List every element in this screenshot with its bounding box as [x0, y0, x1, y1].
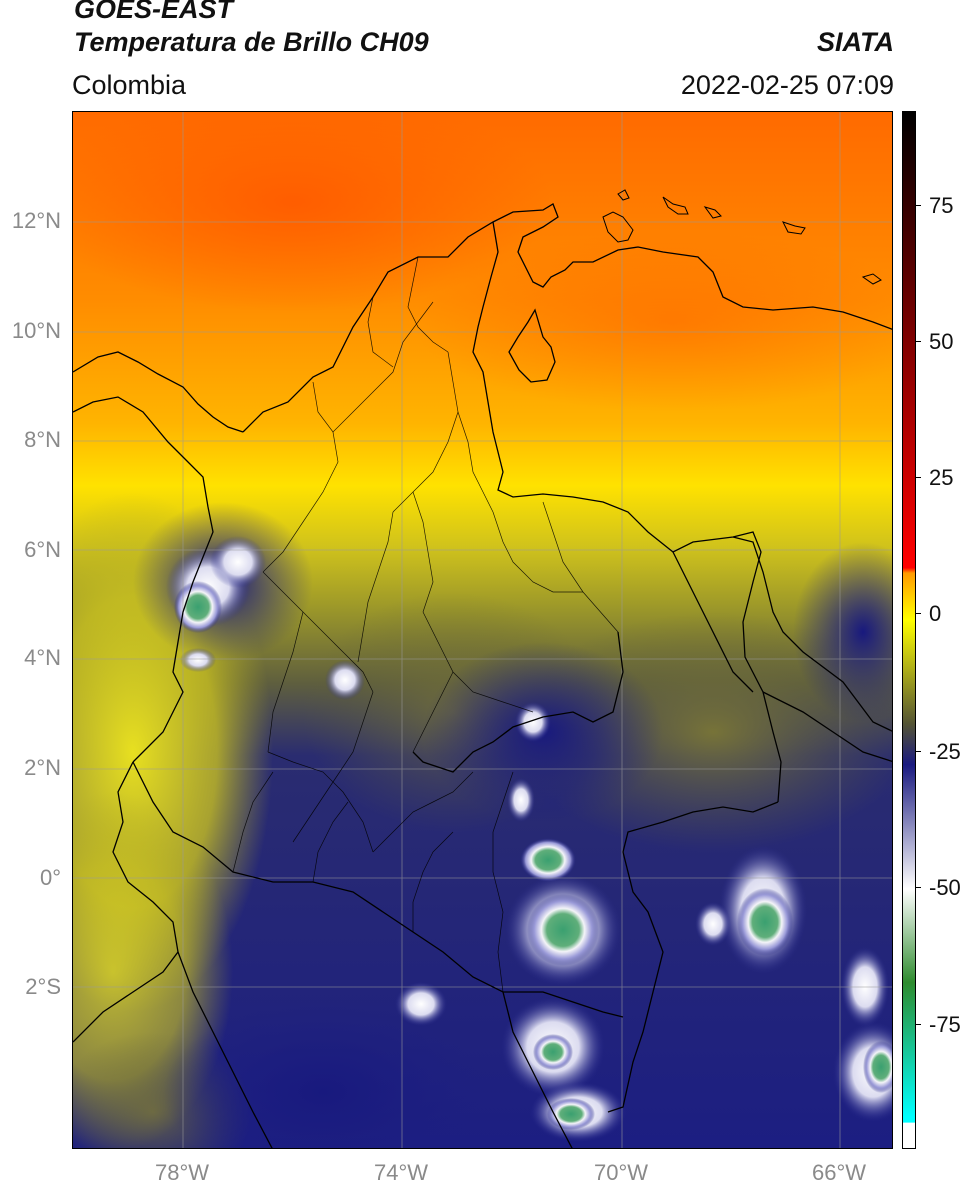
lon-tick: 66°W: [811, 1160, 867, 1185]
lat-tick: 10°N: [11, 318, 61, 343]
satellite-map[interactable]: [72, 111, 893, 1149]
lat-tick: 2°N: [24, 755, 61, 780]
product-title: Temperatura de Brillo CH09: [74, 27, 429, 57]
colorbar-tick-label: 0: [929, 601, 942, 626]
country-borders: [73, 203, 892, 1148]
colorbar-tick-mark: [916, 477, 921, 478]
colorbar-tick-label: -25: [929, 739, 961, 764]
colorbar-tick-label: 75: [929, 193, 954, 218]
lat-tick: 4°N: [24, 645, 61, 670]
caribbean-islands: [602, 189, 882, 285]
colorbar-tick-mark: [916, 613, 921, 614]
colorbar-tick-label: 50: [929, 329, 954, 354]
department-borders: [232, 256, 619, 993]
colorbar-tick-mark: [916, 205, 921, 206]
colorbar-tick-label: 25: [929, 465, 954, 490]
source-label: SIATA: [817, 27, 894, 57]
lat-tick: 6°N: [24, 537, 61, 562]
colorbar-tick-mark: [916, 887, 921, 888]
lat-tick: 0°: [39, 865, 61, 890]
lat-tick: 2°S: [25, 974, 61, 999]
lat-tick: 8°N: [24, 427, 61, 452]
map-gridlines: [73, 112, 892, 1148]
region-label: Colombia: [72, 70, 187, 100]
satellite-title: GOES-EAST: [74, 0, 234, 24]
datetime-label: 2022-02-25 07:09: [680, 70, 894, 100]
lon-tick: 70°W: [593, 1160, 649, 1185]
colorbar-tick-mark: [916, 751, 921, 752]
colorbar-tick-mark: [916, 341, 921, 342]
colorbar-tick-label: -75: [929, 1012, 961, 1037]
lon-tick: 74°W: [373, 1160, 429, 1185]
lat-tick: 12°N: [11, 208, 61, 233]
lon-tick: 78°W: [154, 1160, 210, 1185]
colorbar-tick-label: -50: [929, 875, 961, 900]
colorbar-tick-mark: [916, 1024, 921, 1025]
colorbar: [902, 111, 916, 1149]
map-canvas: [73, 112, 892, 1148]
